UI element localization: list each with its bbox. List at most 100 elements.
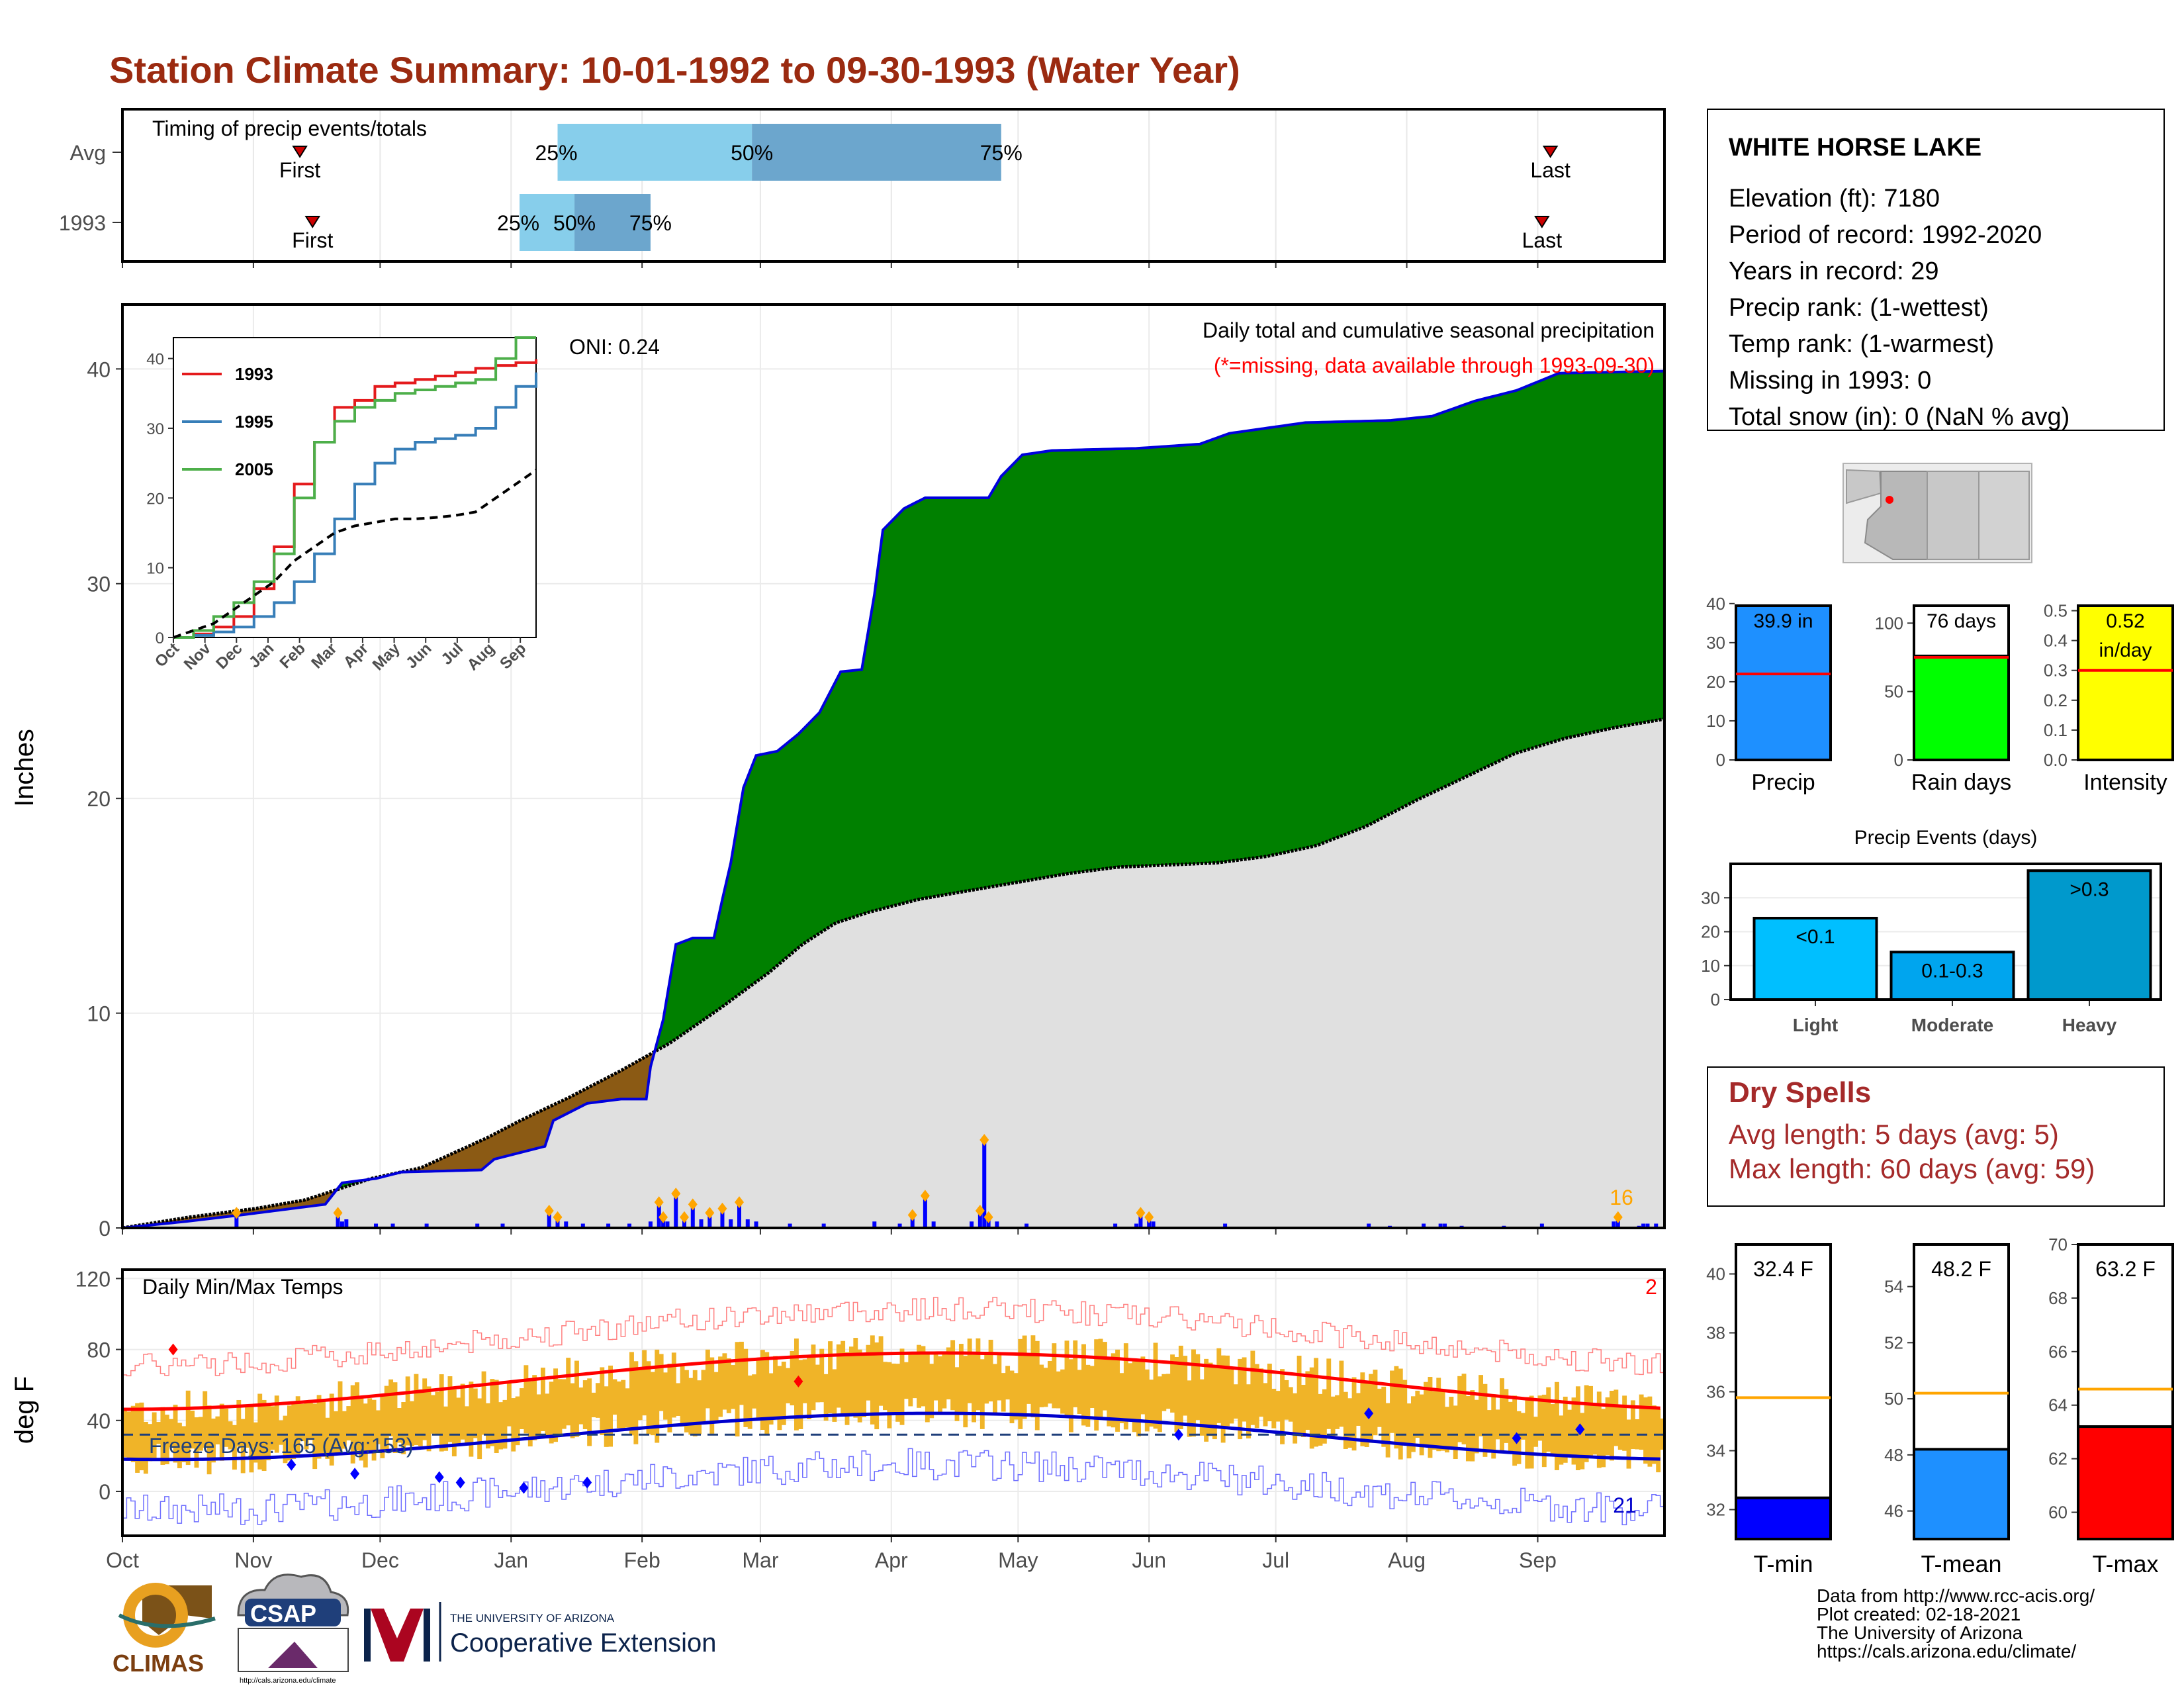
daily-temp-range-bar — [1529, 1395, 1534, 1469]
station-info-line: Temp rank: (1-warmest) — [1729, 330, 1994, 358]
csap-logo: CSAP http://cals.arizona.edu/climate — [237, 1573, 349, 1685]
daily-precip-bar — [340, 1221, 344, 1228]
daily-temp-range-bar — [1390, 1370, 1394, 1433]
rain-y-tick-label: 50 — [1884, 682, 1903, 702]
tmean-y-tick-label: 50 — [1884, 1389, 1903, 1409]
temperature-summary-bars: 32 34 36 38 40 32.4 F T-min 46 48 50 52 54 48.2 F T-m… — [1706, 1235, 2174, 1577]
record-low-count: 21 — [1613, 1493, 1637, 1517]
daily-temp-range-bar — [1457, 1376, 1463, 1442]
record-low-marker — [582, 1476, 592, 1489]
month-tick-label: May — [998, 1548, 1038, 1572]
daily-temp-range-bar — [203, 1391, 208, 1448]
ua-logo-line2: Cooperative Extension — [450, 1628, 716, 1658]
timing-frame — [121, 108, 1666, 263]
daily-temp-range-bar — [612, 1379, 617, 1415]
tmin-bar — [1735, 1496, 1832, 1540]
heavy-day-marker — [659, 1211, 668, 1223]
daily-temp-range-bar — [857, 1349, 862, 1423]
daily-temp-range-bar — [1343, 1391, 1348, 1449]
daily-temp-range-bar — [1610, 1390, 1614, 1461]
tmean-value-label: 48.2 F — [1931, 1257, 1991, 1281]
daily-temp-range-bar — [1465, 1396, 1471, 1462]
rain-axis-label: Rain days — [1911, 770, 2011, 795]
daily-precip-bar — [657, 1202, 661, 1228]
above-average-fill — [122, 371, 1664, 1228]
daily-precip-bar — [374, 1223, 379, 1228]
daily-precip-bar — [1438, 1223, 1443, 1228]
daily-temp-range-bar — [1588, 1385, 1593, 1458]
intensity-value-unit: in/day — [2099, 639, 2152, 661]
daily-temp-range-bar — [1128, 1363, 1133, 1419]
daily-temp-range-bar — [1195, 1354, 1201, 1420]
event-category-label: Heavy — [2062, 1015, 2117, 1035]
daily-temp-range-bar — [460, 1383, 465, 1440]
station-info-line: Precip rank: (1-wettest) — [1729, 294, 1989, 322]
record-high-marker — [794, 1375, 803, 1387]
daily-temp-range-bar — [743, 1348, 749, 1427]
daily-temp-range-bar — [933, 1352, 938, 1401]
daily-precip-bar — [424, 1223, 429, 1228]
daily-temp-range-bar — [312, 1403, 318, 1470]
daily-temp-range-bar — [1491, 1394, 1496, 1459]
daily-temp-range-bar — [1449, 1397, 1454, 1448]
timing-bar-q50-q75 — [574, 194, 651, 251]
daily-temp-range-bar — [392, 1382, 398, 1454]
daily-precip-bar — [745, 1219, 750, 1228]
daily-temp-range-bar — [903, 1362, 909, 1399]
daily-temp-range-bar — [1102, 1342, 1107, 1411]
daily-precip-bar — [720, 1208, 725, 1228]
daily-temp-range-bar — [1356, 1393, 1361, 1426]
daily-precip-bar — [1539, 1223, 1544, 1228]
timing-title: Timing of precip events/totals — [152, 117, 427, 140]
main-y-tick-label: 30 — [87, 573, 111, 596]
tmean-y-tick-label: 54 — [1884, 1277, 1903, 1297]
month-tick-label: Apr — [875, 1548, 908, 1572]
daily-temp-range-bar — [1107, 1357, 1112, 1427]
daily-temp-range-bar — [1254, 1364, 1259, 1429]
daily-temp-range-bar — [1373, 1370, 1378, 1436]
heavy-day-marker — [671, 1188, 681, 1200]
daily-temp-range-bar — [1550, 1404, 1555, 1457]
daily-temp-range-bar — [443, 1406, 449, 1451]
daily-temp-range-bar — [1297, 1356, 1302, 1434]
daily-temp-range-bar — [1369, 1374, 1374, 1443]
record-low-marker — [1364, 1407, 1374, 1420]
main-y-tick-label: 20 — [87, 787, 111, 811]
intensity-y-tick-label: 0.1 — [2044, 720, 2068, 740]
daily-temp-range-bar — [1009, 1370, 1015, 1424]
daily-temp-range-bar — [1149, 1380, 1154, 1427]
daily-precip-bar — [606, 1223, 611, 1228]
intensity-y-tick-label: 0.2 — [2044, 690, 2068, 710]
daily-temp-range-bar — [676, 1383, 681, 1416]
daily-temp-range-bar — [1178, 1345, 1183, 1430]
daily-temp-range-bar — [1500, 1378, 1504, 1454]
daily-temp-range-bar — [1293, 1393, 1298, 1444]
daily-precip-bar — [754, 1221, 758, 1228]
credit-line: Data from http://www.rcc-acis.org/ — [1817, 1585, 2095, 1606]
daily-temp-range-bar — [396, 1408, 402, 1443]
daily-precip-bar — [821, 1223, 826, 1228]
main-plot-frame — [121, 303, 1666, 1229]
daily-temp-range-bar — [1052, 1343, 1057, 1409]
events-title: Precip Events (days) — [1854, 827, 2038, 849]
daily-temp-range-bar — [912, 1354, 917, 1399]
daily-temp-range-bar — [1259, 1368, 1264, 1417]
heavy-day-marker — [979, 1133, 989, 1146]
daily-temp-range-bar — [257, 1393, 263, 1470]
inset-y-tick-label: 10 — [146, 560, 164, 578]
daily-precip-bar — [234, 1213, 239, 1228]
ua-logo-line1: THE UNIVERSITY OF ARIZONA — [450, 1612, 615, 1624]
daily-precip-bar — [500, 1223, 505, 1228]
rain-y-tick-label: 0 — [1894, 750, 1903, 770]
daily-temp-range-bar — [1030, 1335, 1036, 1418]
daily-temp-range-bar — [122, 1409, 127, 1458]
daily-temp-range-bar — [1643, 1397, 1648, 1464]
daily-temp-range-bar — [642, 1350, 647, 1416]
daily-temp-range-bar — [1592, 1404, 1598, 1455]
daily-temp-range-bar — [418, 1389, 423, 1446]
daily-temp-range-bar — [1132, 1360, 1137, 1432]
daily-precip-bar — [1134, 1223, 1139, 1228]
daily-temp-range-bar — [1060, 1369, 1066, 1414]
temps-y-tick-label: 40 — [87, 1409, 111, 1433]
